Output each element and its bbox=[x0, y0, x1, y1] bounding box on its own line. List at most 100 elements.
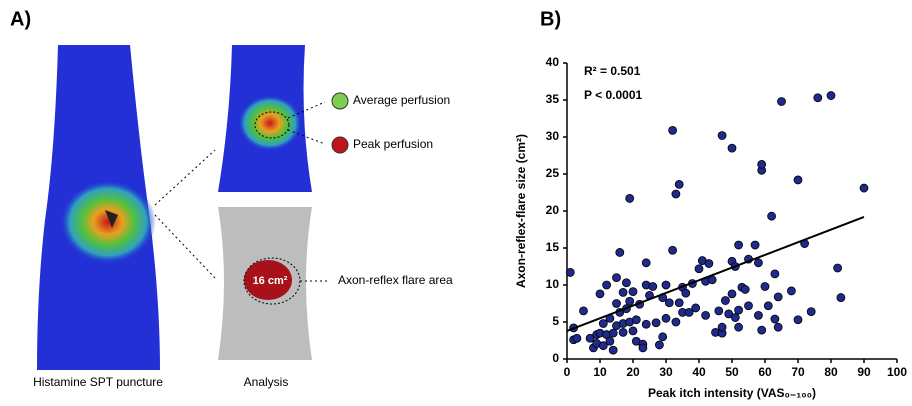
average-label: Average perfusion bbox=[353, 93, 450, 107]
x-axis-label: Peak itch intensity (VAS₀₋₁₀₀) bbox=[648, 386, 816, 400]
point bbox=[668, 245, 677, 255]
point bbox=[727, 143, 737, 153]
point bbox=[572, 333, 582, 343]
point bbox=[717, 322, 727, 332]
point bbox=[734, 322, 743, 332]
point bbox=[757, 159, 767, 169]
point bbox=[691, 303, 701, 313]
flare-spot bbox=[60, 180, 156, 264]
y-tick-label: 30 bbox=[546, 129, 560, 143]
point bbox=[826, 91, 836, 100]
flare-area bbox=[244, 260, 292, 300]
point bbox=[714, 306, 724, 316]
point bbox=[681, 288, 691, 298]
point bbox=[664, 298, 674, 308]
x-tick-label: 60 bbox=[758, 365, 772, 379]
point bbox=[701, 310, 710, 320]
caption: Histamine SPT puncture bbox=[33, 375, 163, 389]
point bbox=[585, 333, 595, 343]
annotation: P < 0.0001 bbox=[584, 88, 642, 102]
point bbox=[598, 319, 608, 328]
x-tick-label: 20 bbox=[626, 365, 640, 379]
x-tick-label: 30 bbox=[659, 365, 673, 379]
point bbox=[744, 301, 753, 311]
point bbox=[750, 240, 760, 250]
point bbox=[717, 131, 727, 140]
point bbox=[730, 313, 740, 322]
point bbox=[661, 280, 671, 290]
point bbox=[773, 322, 783, 332]
point bbox=[859, 183, 869, 193]
point bbox=[625, 194, 635, 203]
average-dot bbox=[331, 92, 349, 110]
point bbox=[651, 318, 661, 328]
point bbox=[598, 341, 608, 351]
point bbox=[694, 264, 704, 274]
point bbox=[565, 268, 575, 277]
point bbox=[754, 258, 763, 268]
panel-label: A) bbox=[10, 8, 31, 30]
point bbox=[806, 307, 816, 317]
point bbox=[641, 319, 651, 329]
x-tick-label: 40 bbox=[692, 365, 706, 379]
flare-label: Axon-reflex flare area bbox=[338, 273, 453, 287]
point bbox=[724, 309, 734, 319]
peak-dot bbox=[331, 136, 349, 154]
x-tick-label: 50 bbox=[725, 365, 739, 379]
point bbox=[658, 332, 668, 342]
y-tick-label: 40 bbox=[546, 55, 560, 69]
y-tick-label: 10 bbox=[546, 277, 560, 291]
x-tick-label: 70 bbox=[791, 365, 805, 379]
y-tick-label: 20 bbox=[546, 203, 560, 217]
point bbox=[757, 325, 767, 335]
x-tick-label: 10 bbox=[593, 365, 607, 379]
point bbox=[595, 289, 605, 299]
point bbox=[793, 315, 803, 325]
point bbox=[618, 327, 628, 337]
connectors bbox=[154, 101, 330, 282]
fit-line bbox=[566, 215, 865, 332]
y-tick-label: 0 bbox=[552, 351, 559, 365]
y-tick-label: 15 bbox=[546, 240, 560, 254]
annotation: R² = 0.501 bbox=[584, 64, 641, 78]
perfusion-spot bbox=[238, 95, 302, 151]
point bbox=[684, 307, 694, 317]
point bbox=[674, 298, 684, 308]
point bbox=[793, 175, 803, 185]
point bbox=[727, 289, 737, 299]
point bbox=[721, 296, 730, 305]
point bbox=[770, 314, 780, 324]
point bbox=[734, 305, 743, 315]
point bbox=[605, 336, 615, 346]
point bbox=[734, 240, 743, 250]
point bbox=[833, 263, 842, 273]
puncture-arrow bbox=[105, 210, 118, 228]
point bbox=[674, 179, 684, 189]
point bbox=[767, 211, 776, 221]
point bbox=[754, 310, 763, 320]
y-tick-label: 25 bbox=[546, 166, 560, 180]
point bbox=[836, 293, 846, 302]
point bbox=[602, 280, 611, 290]
point bbox=[773, 292, 783, 302]
point bbox=[622, 278, 631, 288]
point bbox=[638, 343, 648, 353]
point bbox=[612, 273, 621, 283]
caption: Analysis bbox=[244, 375, 289, 389]
point bbox=[763, 301, 773, 311]
y-tick-label: 5 bbox=[552, 314, 559, 328]
point bbox=[641, 258, 651, 268]
area-value: 16 cm² bbox=[253, 275, 288, 287]
roi-circle bbox=[254, 111, 290, 139]
point bbox=[760, 282, 770, 291]
x-tick-label: 80 bbox=[824, 365, 838, 379]
y-tick-label: 35 bbox=[546, 92, 560, 106]
peak-label: Peak perfusion bbox=[353, 137, 433, 151]
point bbox=[615, 248, 625, 257]
point bbox=[608, 345, 618, 355]
point bbox=[704, 259, 714, 268]
point bbox=[740, 285, 750, 294]
x-tick-label: 0 bbox=[564, 365, 571, 379]
x-tick-label: 90 bbox=[857, 365, 871, 379]
